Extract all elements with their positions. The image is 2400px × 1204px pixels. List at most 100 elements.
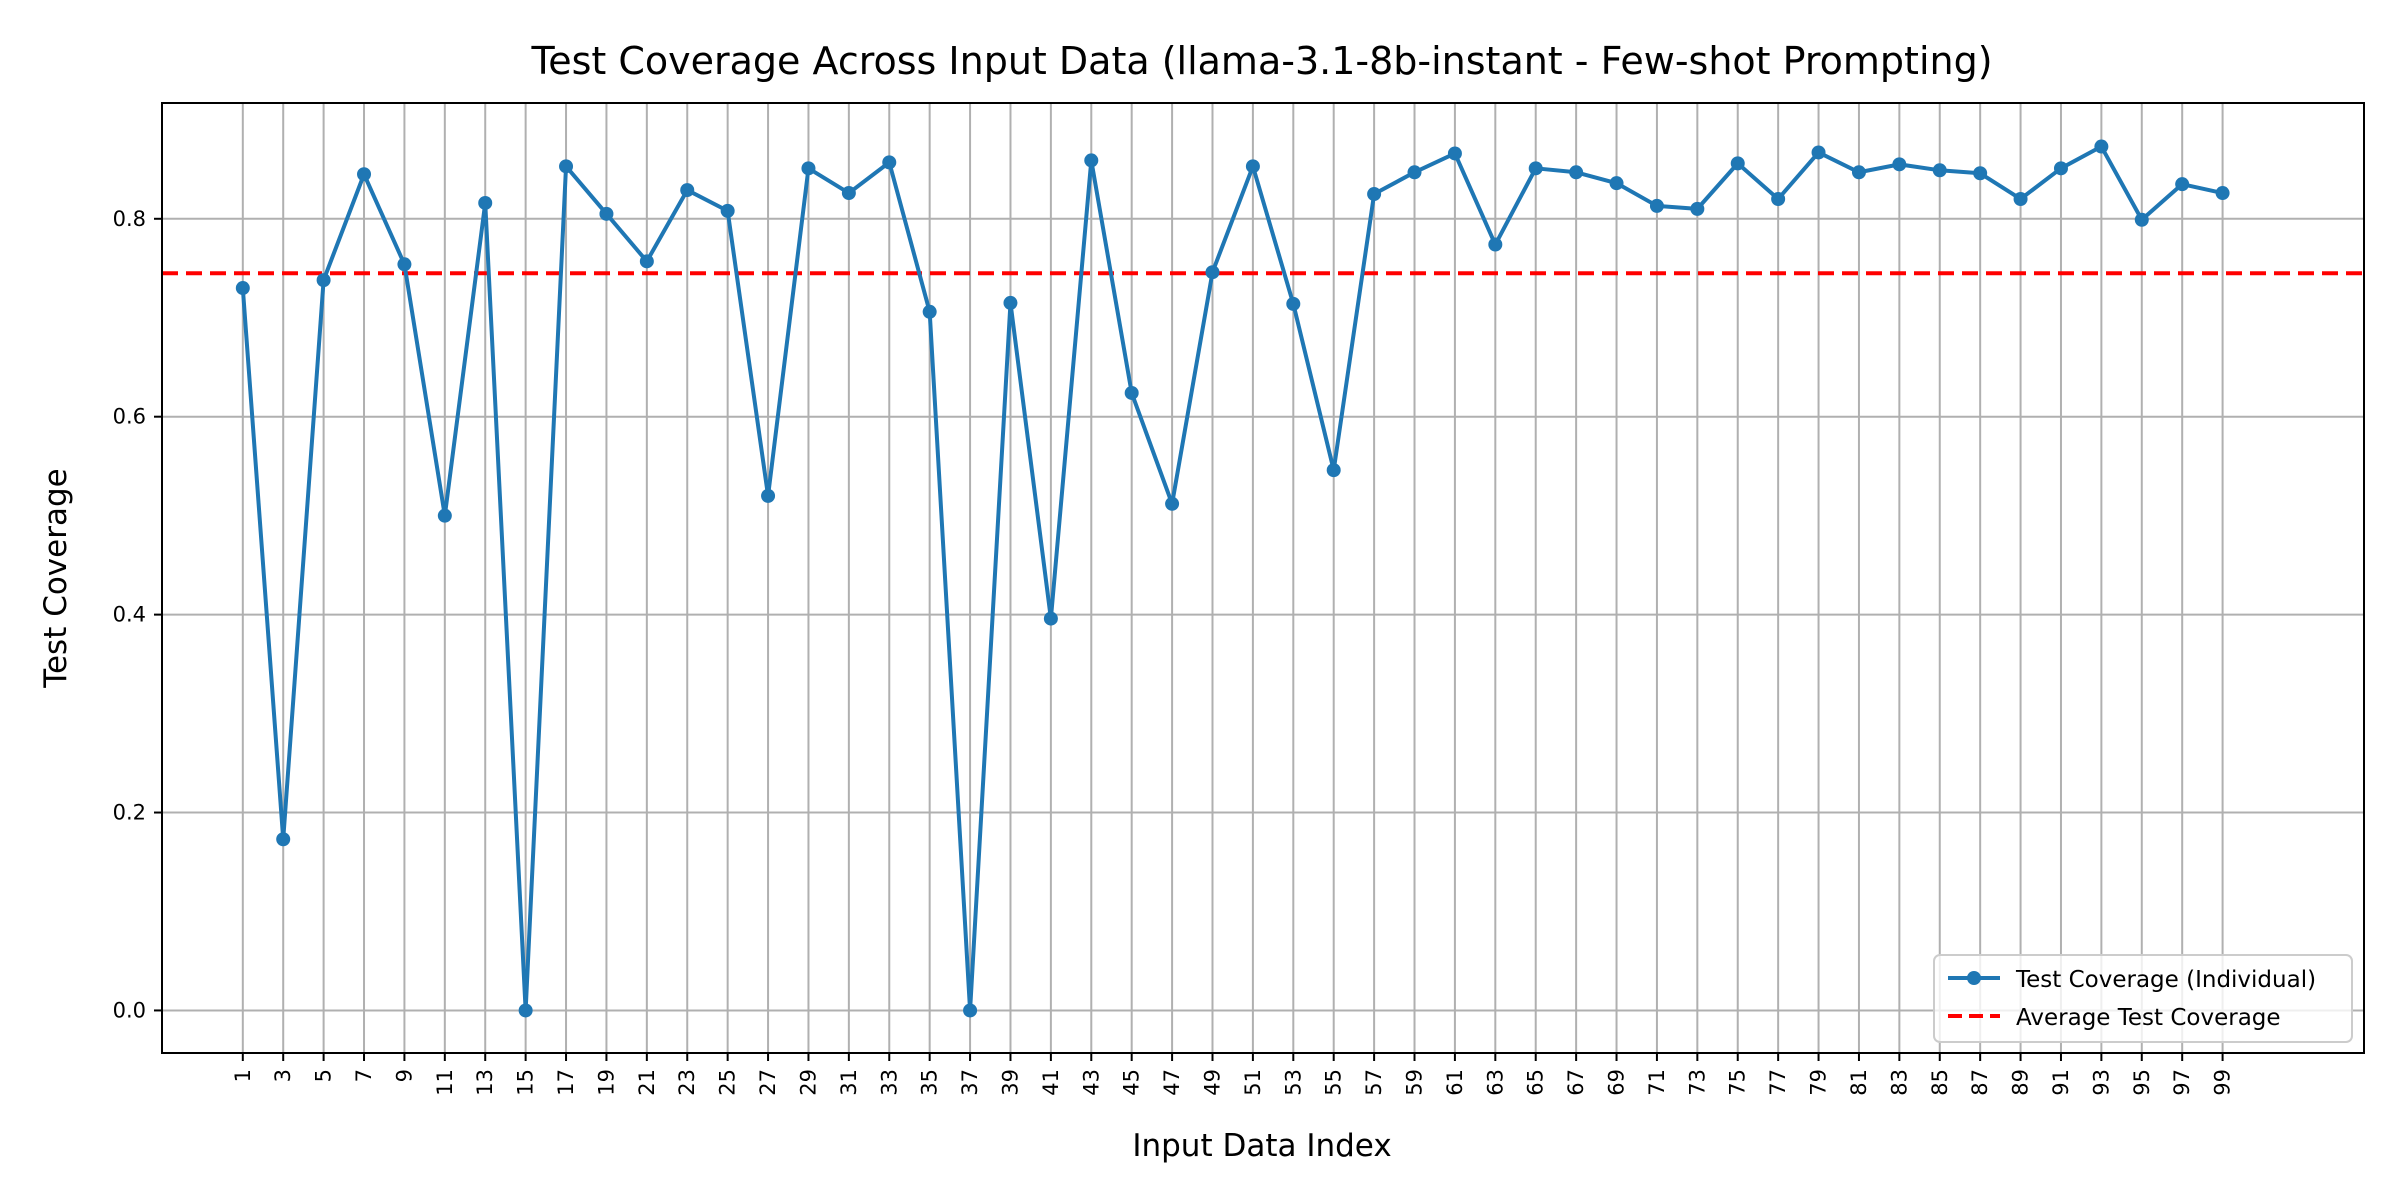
data-point [882, 155, 897, 170]
data-point [1892, 157, 1907, 172]
data-point [639, 254, 654, 269]
x-tick-label: 55 [1322, 1069, 1346, 1096]
y-tick-label: 0.2 [113, 801, 146, 825]
grid-layer [162, 103, 2364, 1053]
x-tick-label: 33 [877, 1069, 901, 1096]
data-point [437, 508, 452, 523]
data-point [235, 281, 250, 296]
series-layer [235, 139, 2230, 1018]
x-tick-label: 65 [1524, 1069, 1548, 1096]
x-tick-label: 59 [1403, 1069, 1427, 1096]
x-tick-label: 95 [2130, 1069, 2154, 1096]
plot-frame [161, 102, 2365, 1054]
x-tick-label: 97 [2170, 1069, 2194, 1096]
x-tick-label: 81 [1847, 1069, 1871, 1096]
data-point [1932, 163, 1947, 178]
x-tick-label: 15 [514, 1069, 538, 1096]
x-tick-label: 43 [1079, 1069, 1103, 1096]
data-point [2094, 139, 2109, 154]
x-tick-label: 83 [1887, 1069, 1911, 1096]
x-tick-label: 93 [2089, 1069, 2113, 1096]
legend-marker-individual [1967, 971, 1981, 985]
y-tick-label: 0.8 [113, 207, 146, 231]
data-point [1488, 237, 1503, 252]
x-tick-label: 41 [1039, 1069, 1063, 1096]
chart-title: Test Coverage Across Input Data (llama-3… [530, 39, 1992, 83]
x-tick-label: 89 [2009, 1069, 2033, 1096]
x-tick-label: 63 [1483, 1069, 1507, 1096]
series-line [240, 144, 2224, 1013]
data-point [1124, 385, 1139, 400]
legend-box [1933, 954, 2353, 1043]
data-point [1528, 161, 1543, 176]
x-tick-label: 27 [756, 1069, 780, 1096]
y-tick-layer: 0.0 0.2 0.4 0.6 0.8 [113, 207, 162, 1022]
data-point [841, 186, 856, 201]
x-tick-label: 23 [675, 1069, 699, 1096]
x-tick-label: 19 [594, 1069, 618, 1096]
x-tick-label: 85 [1928, 1069, 1952, 1096]
data-point [559, 159, 574, 174]
data-point [1851, 165, 1866, 180]
data-point [397, 257, 412, 272]
x-tick-label: 79 [1807, 1069, 1831, 1096]
x-tick-label: 31 [837, 1069, 861, 1096]
x-tick-label: 39 [998, 1069, 1022, 1096]
x-tick-label: 13 [473, 1069, 497, 1096]
x-tick-label: 53 [1281, 1069, 1305, 1096]
data-point [1569, 165, 1584, 180]
x-tick-label: 51 [1241, 1069, 1265, 1096]
data-point [1205, 265, 1220, 280]
x-tick-label: 37 [958, 1069, 982, 1096]
data-point [1286, 296, 1301, 311]
x-tick-label: 71 [1645, 1069, 1669, 1096]
legend-label-individual: Test Coverage (Individual) [2015, 967, 2316, 993]
x-tick-label: 67 [1564, 1069, 1588, 1096]
data-point [316, 273, 331, 288]
x-tick-label: 1 [231, 1069, 255, 1082]
x-tick-label: 45 [1120, 1069, 1144, 1096]
data-point [2175, 177, 2190, 192]
data-point [478, 195, 493, 210]
x-tick-label: 21 [635, 1069, 659, 1096]
data-point [1730, 156, 1745, 171]
data-point [1609, 176, 1624, 191]
data-point [2053, 161, 2068, 176]
data-point [1245, 159, 1260, 174]
data-point [1326, 463, 1341, 478]
x-tick-label: 91 [2049, 1069, 2073, 1096]
data-point [1367, 187, 1382, 202]
data-point [761, 488, 776, 503]
data-point [357, 167, 372, 182]
x-tick-label: 75 [1726, 1069, 1750, 1096]
data-point [801, 161, 816, 176]
y-axis-label: Test Coverage [38, 468, 74, 688]
x-tick-label: 99 [2211, 1069, 2235, 1096]
data-point [276, 832, 291, 847]
x-tick-label: 5 [312, 1069, 336, 1082]
y-tick-label: 0.0 [113, 998, 146, 1022]
data-point [1407, 165, 1422, 180]
legend-label-average: Average Test Coverage [2016, 1005, 2281, 1031]
data-point [2215, 186, 2230, 201]
data-point [518, 1003, 533, 1018]
legend: Test Coverage (Individual) Average Test … [1933, 954, 2353, 1043]
x-tick-label: 9 [392, 1069, 416, 1082]
data-point [1973, 166, 1988, 181]
data-point [1649, 198, 1664, 213]
x-tick-layer: 1 3 5 7 9 11 13 15 17 19 21 23 25 27 29 31 33 35 37 39 41 43 4… [231, 1053, 2235, 1096]
x-tick-label: 29 [796, 1069, 820, 1096]
x-tick-label: 17 [554, 1069, 578, 1096]
y-tick-label: 0.4 [113, 603, 146, 627]
x-tick-label: 25 [716, 1069, 740, 1096]
data-point [720, 203, 735, 218]
x-axis-label: Input Data Index [1132, 1128, 1391, 1164]
x-tick-label: 73 [1685, 1069, 1709, 1096]
x-tick-label: 7 [352, 1069, 376, 1082]
x-tick-label: 87 [1968, 1069, 1992, 1096]
x-tick-label: 61 [1443, 1069, 1467, 1096]
data-point [2013, 191, 2028, 206]
x-tick-label: 47 [1160, 1069, 1184, 1096]
